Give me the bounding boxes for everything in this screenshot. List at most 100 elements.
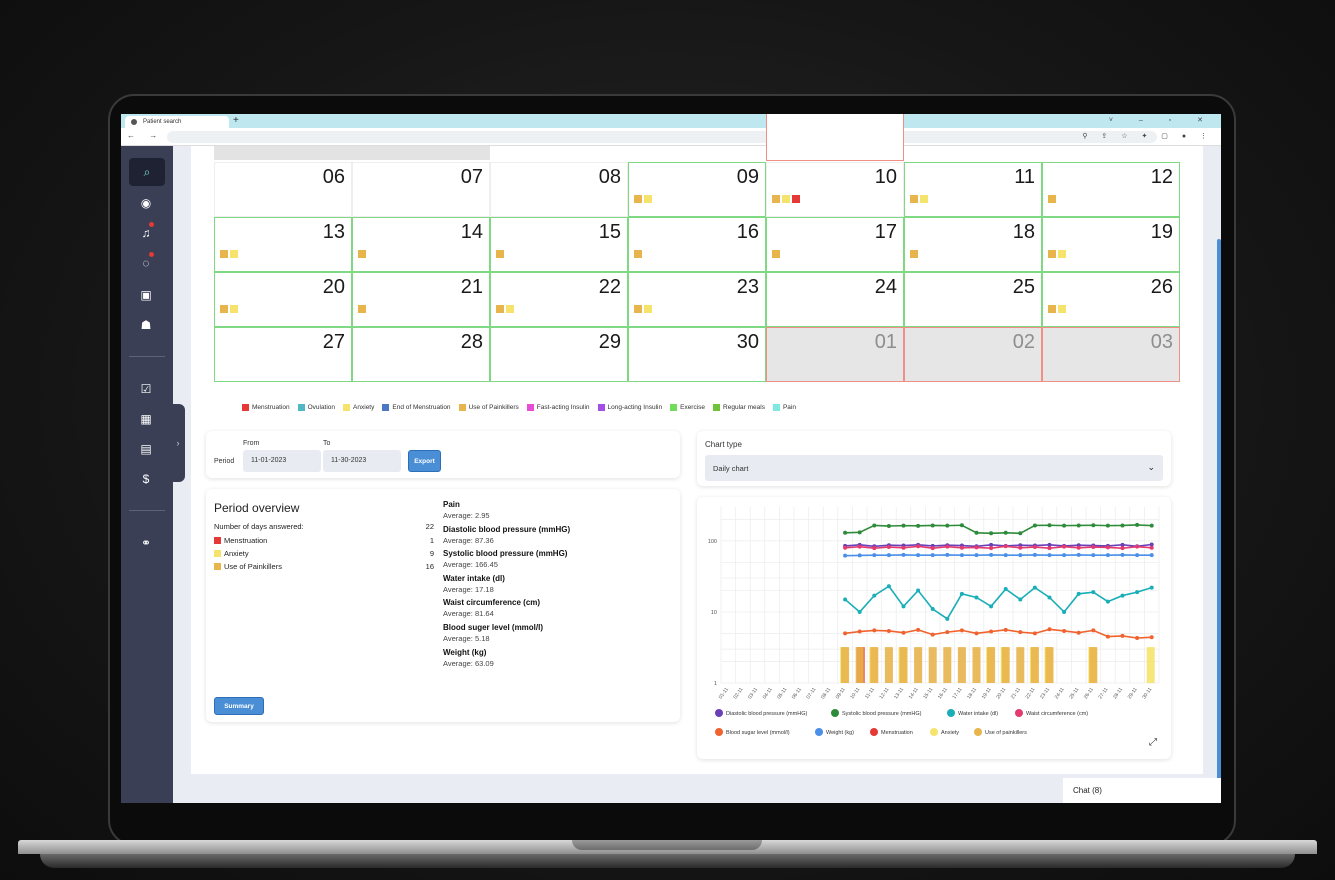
chart-type-select[interactable]: Daily chart ⌄	[705, 455, 1163, 481]
calendar-day[interactable]: 16	[628, 217, 766, 272]
checkbox-icon[interactable]: ☑	[140, 382, 152, 396]
calendar-day[interactable]: 08	[490, 162, 628, 217]
users-icon[interactable]: ⚭	[140, 536, 152, 550]
nav-buttons[interactable]: ← → C	[127, 131, 184, 140]
calendar-day[interactable]: 13	[214, 217, 352, 272]
calendar-day-number: 08	[598, 166, 621, 188]
series-point	[1047, 546, 1052, 551]
legend-swatch	[713, 404, 721, 411]
series-point	[1003, 530, 1008, 535]
profile-icon[interactable]: ◉	[140, 196, 152, 210]
chart-legend-label: Systolic blood pressure (mmHG)	[842, 711, 922, 717]
chart-bar	[1089, 647, 1098, 683]
calendar-day[interactable]: 30	[628, 327, 766, 382]
calendar-time-icon[interactable]: ▤	[140, 442, 152, 456]
calendar-day[interactable]: 09	[628, 162, 766, 217]
chart-bar	[943, 647, 952, 683]
chevron-down-icon: ⌄	[1147, 462, 1155, 472]
to-date-input[interactable]: 11-30-2023	[323, 450, 401, 472]
calendar-day[interactable]: 11	[904, 162, 1042, 217]
calendar-day[interactable]: 18	[904, 217, 1042, 272]
calendar-day[interactable]: 14	[352, 217, 490, 272]
calendar-day[interactable]: 06	[214, 162, 352, 217]
calendar-day[interactable]: 15	[490, 217, 628, 272]
day-marker	[920, 195, 928, 203]
calendar-day[interactable]: 17	[766, 217, 904, 272]
series-point	[1076, 552, 1081, 557]
calendar-day[interactable]: 28	[352, 327, 490, 382]
x-tick-label: 04-11	[762, 687, 774, 701]
new-tab-button[interactable]: +	[233, 115, 239, 126]
series-point	[1120, 552, 1125, 557]
x-tick-label: 27-11	[1097, 687, 1109, 701]
calendar-day[interactable]: 01	[766, 327, 904, 382]
document-icon[interactable]: ▣	[140, 288, 152, 302]
from-date-input[interactable]: 11-01-2023	[243, 450, 321, 472]
calendar-day[interactable]: 22	[490, 272, 628, 327]
series-line	[845, 524, 1152, 535]
calendar-day[interactable]: 23	[628, 272, 766, 327]
calendar-day[interactable]	[766, 114, 904, 161]
legend-label: Menstruation	[252, 404, 290, 411]
window-controls[interactable]: ˅ – ▫ ✕	[1108, 117, 1215, 124]
calendar-day[interactable]: 02	[904, 327, 1042, 382]
patient-search-icon[interactable]: ⌕	[129, 158, 165, 186]
calendar-day-number: 18	[1012, 221, 1035, 243]
invoice-icon[interactable]: $	[142, 472, 150, 486]
summary-button[interactable]: Summary	[214, 697, 264, 715]
sidebar-divider	[129, 356, 165, 357]
calendar-day[interactable]: 21	[352, 272, 490, 327]
chart-bar	[987, 647, 996, 683]
calendar-day[interactable]: 07	[352, 162, 490, 217]
calendar-day[interactable]: 29	[490, 327, 628, 382]
bell-icon[interactable]: ♫	[141, 226, 151, 240]
day-marker	[1048, 195, 1056, 203]
calendar-day[interactable]: 27	[214, 327, 352, 382]
series-point	[1032, 552, 1037, 557]
calendar-day-number: 24	[874, 276, 897, 298]
overview-item-label: Anxiety	[224, 549, 249, 558]
scrollbar[interactable]	[1217, 239, 1221, 799]
series-point	[1105, 634, 1110, 639]
calendar-day[interactable]: 10	[766, 162, 904, 217]
url-input[interactable]	[167, 131, 1157, 143]
person-doc-icon[interactable]: ☗	[140, 318, 152, 332]
chat-badge	[149, 252, 154, 257]
calendar-day[interactable]: 24	[766, 272, 904, 327]
calendar-day-number: 14	[460, 221, 483, 243]
calendar-day[interactable]: 12	[1042, 162, 1180, 217]
series-point	[989, 546, 994, 551]
day-markers	[496, 305, 514, 313]
series-point	[1003, 587, 1008, 592]
calendar-day-number: 28	[460, 331, 483, 353]
calendar-day[interactable]: 26	[1042, 272, 1180, 327]
sidebar-toggle[interactable]: ›	[171, 404, 185, 482]
series-point	[1135, 635, 1140, 640]
day-markers	[1048, 195, 1056, 203]
series-point	[974, 530, 979, 535]
series-point	[1091, 523, 1096, 528]
series-point	[930, 546, 935, 551]
calendar-day-number: 07	[460, 166, 483, 188]
browser-tab[interactable]: Patient search	[125, 116, 229, 128]
series-point	[872, 523, 877, 528]
day-marker	[792, 195, 800, 203]
chat-widget[interactable]: Chat (8)	[1063, 778, 1221, 803]
series-point	[1032, 585, 1037, 590]
expand-icon[interactable]: ⤢	[1149, 737, 1157, 748]
x-tick-label: 09-11	[835, 687, 847, 701]
calendar-icon[interactable]: ▦	[140, 412, 152, 426]
extensions-icon[interactable]: ⚲ ⇪ ☆ ✦ ▢ ● ⋮	[1082, 133, 1213, 140]
export-button[interactable]: Export	[408, 450, 441, 472]
calendar-day[interactable]: 19	[1042, 217, 1180, 272]
day-markers	[1048, 305, 1066, 313]
chat-icon[interactable]: ◌	[142, 256, 150, 270]
calendar-day[interactable]: 20	[214, 272, 352, 327]
period-label: Period	[214, 458, 235, 465]
calendar-day[interactable]: 03	[1042, 327, 1180, 382]
series-point	[901, 523, 906, 528]
days-answered-label: Number of days answered:	[214, 522, 304, 531]
day-markers	[634, 305, 652, 313]
period-card: Period From To 11-01-2023 11-30-2023 Exp…	[206, 431, 680, 478]
calendar-day[interactable]: 25	[904, 272, 1042, 327]
